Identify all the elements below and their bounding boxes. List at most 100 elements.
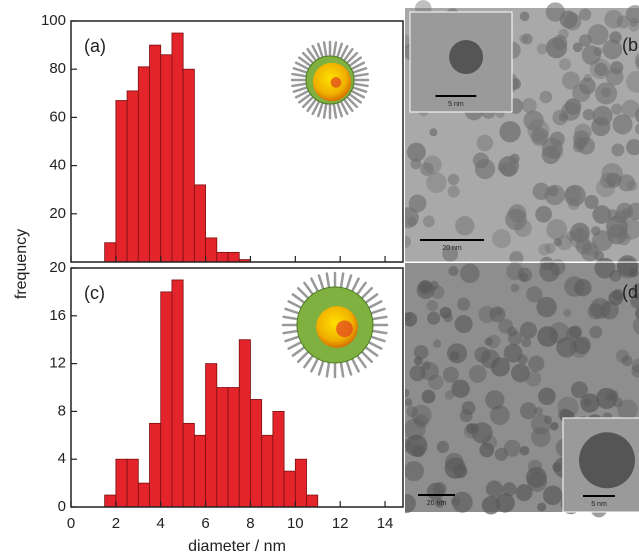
particle [580,393,600,413]
particle [552,462,562,472]
particle [498,318,514,334]
ligand [348,56,362,68]
bar [115,100,128,263]
histograms: 20 40 60 80 100 (a) frequency 0 4 8 12 16 20 0 2 4 6 8 10 1… [13,12,404,555]
particle [621,99,639,118]
particle [519,11,530,22]
particle [442,246,459,263]
ligand [294,61,310,71]
ligand [317,274,325,291]
ligand [360,350,374,364]
core-spot [336,320,353,338]
particle [409,365,426,382]
particle [620,218,639,240]
bar [272,410,285,508]
ligand [339,44,349,60]
ligand [287,341,303,350]
y-tick-label: 40 [49,157,66,174]
particle [423,155,442,174]
particle [582,108,595,121]
particle [525,370,542,387]
ligand [292,67,309,74]
ligand [342,98,354,112]
particle [566,230,577,242]
ligand [298,56,312,68]
particle [521,337,532,348]
bar [149,44,162,263]
ligand [282,315,299,321]
particle [604,9,624,29]
particle [485,390,505,410]
particle [536,43,548,55]
particle [447,173,460,186]
ligand [336,42,343,59]
particle [561,71,580,90]
ligand [332,102,338,119]
ligand [369,307,386,315]
particle [568,325,582,339]
ligand [351,277,360,293]
particle [611,103,623,115]
particle [615,349,630,363]
particle [608,390,619,401]
particle [632,316,639,335]
particle [539,90,553,104]
particle [546,37,568,59]
bar [126,458,139,508]
particle [550,422,559,431]
bar [171,32,184,263]
ligand [287,300,303,309]
particle [432,339,442,348]
particle [609,269,622,282]
particle [408,194,427,213]
particle [444,452,464,472]
particle [491,229,512,249]
particle [497,163,507,172]
ligand [301,95,315,109]
particle [505,208,527,231]
particle [406,405,418,418]
bar [137,482,150,508]
bar [104,494,117,508]
tem-images: 5 nm 20 nm (b 5 nm 20 nm (d [405,0,639,518]
ligand [356,281,367,296]
particle [579,77,596,95]
particle [625,5,639,24]
particle [426,172,447,193]
particle [510,283,520,293]
particle [544,242,556,254]
particle [628,21,639,32]
particle [608,290,624,306]
particle [526,466,547,488]
ligand [356,354,367,369]
ligand [369,335,386,343]
particle [455,216,475,236]
particle [552,109,569,126]
ligand [332,41,338,58]
particle [542,485,563,506]
particle [572,42,583,53]
particle [405,493,416,514]
particle [564,276,585,297]
particle [405,418,426,441]
particle [621,355,633,367]
particle [451,491,473,513]
particle [627,180,638,191]
ligand [322,41,328,58]
particle [519,446,530,456]
particle [494,447,508,461]
ligand [325,361,331,378]
x-tick-label: 4 [157,515,165,532]
particle [519,272,529,282]
ligand [364,346,379,357]
bar [115,458,128,508]
y-tick-label: 4 [58,450,66,467]
particle [405,460,424,482]
particle [559,10,578,29]
particle [535,205,553,223]
ligand [345,274,353,291]
particle [635,123,639,135]
particle [461,401,476,415]
y-tick-label: 20 [49,259,66,276]
particle [460,263,480,284]
